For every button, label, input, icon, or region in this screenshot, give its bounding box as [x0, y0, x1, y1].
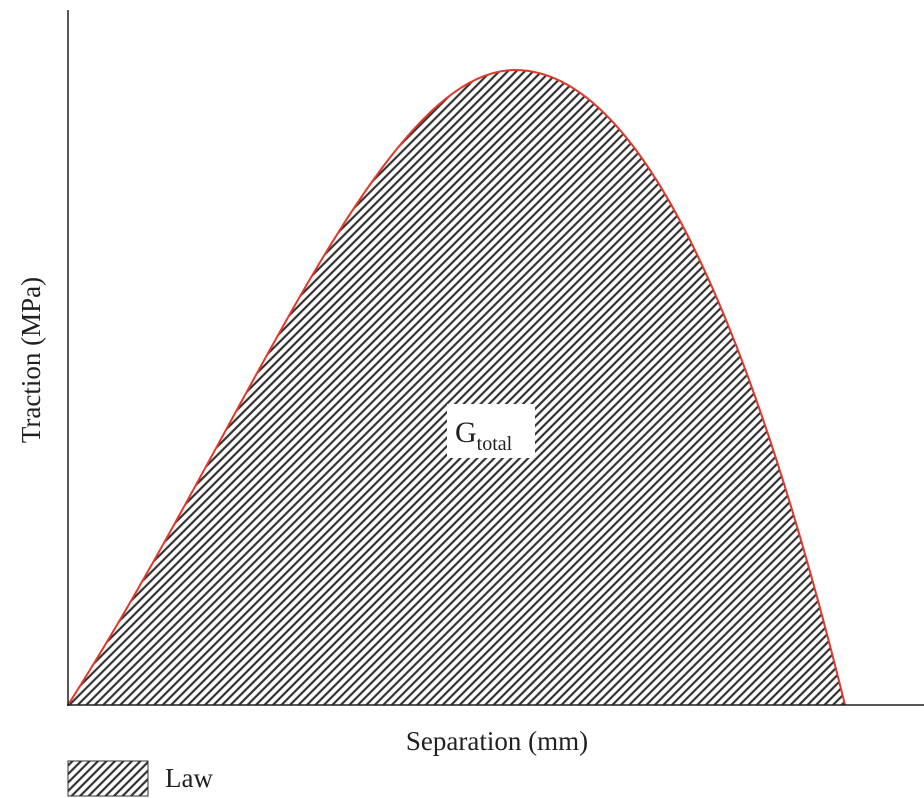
legend-label: Law — [165, 763, 213, 793]
legend-swatch — [67, 760, 149, 797]
hatched-area — [68, 70, 845, 705]
law-curve — [67, 68, 846, 706]
x-axis-label: Separation (mm) — [406, 726, 588, 756]
y-axis-label: Traction (MPa) — [16, 277, 46, 443]
annotation: Gtotal — [455, 416, 513, 455]
label-box — [447, 404, 535, 458]
annotation-subscript: total — [477, 433, 513, 455]
annotation-main: G — [455, 416, 477, 449]
